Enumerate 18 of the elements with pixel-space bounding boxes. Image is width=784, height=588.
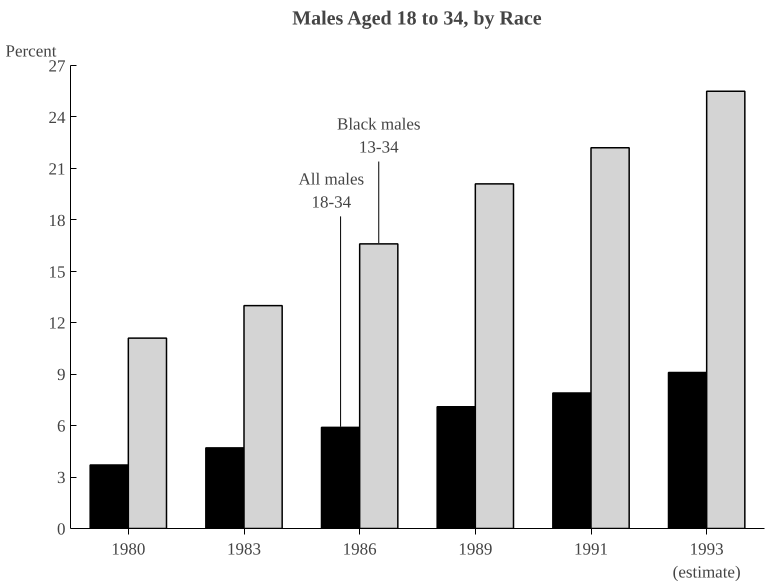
y-tick-label: 12 — [48, 314, 66, 333]
x-tick-label: 1989 — [458, 540, 492, 558]
x-tick-label: 1986 — [342, 540, 377, 558]
x-tick-label: 1983 — [227, 540, 261, 558]
y-tick-label: 18 — [48, 210, 66, 230]
x-tick-label: 1980 — [111, 540, 146, 558]
y-tick-label: 0 — [57, 520, 66, 538]
y-tick-label: 9 — [57, 365, 66, 384]
chart-title: Males Aged 18 to 34, by Race — [292, 8, 542, 30]
y-tick-label: 6 — [57, 416, 66, 436]
text: Black males 13-34 — [336, 114, 421, 156]
x-tick-label: 1993 (estimate) — [672, 540, 741, 582]
y-tick-label: 15 — [48, 262, 66, 282]
y-tick-label: 3 — [57, 468, 66, 488]
x-tick-label: 1991 — [574, 540, 608, 558]
y-tick-label: 24 — [48, 108, 66, 127]
text: All males 18-34 — [298, 169, 364, 212]
y-tick-label: 21 — [48, 159, 66, 178]
